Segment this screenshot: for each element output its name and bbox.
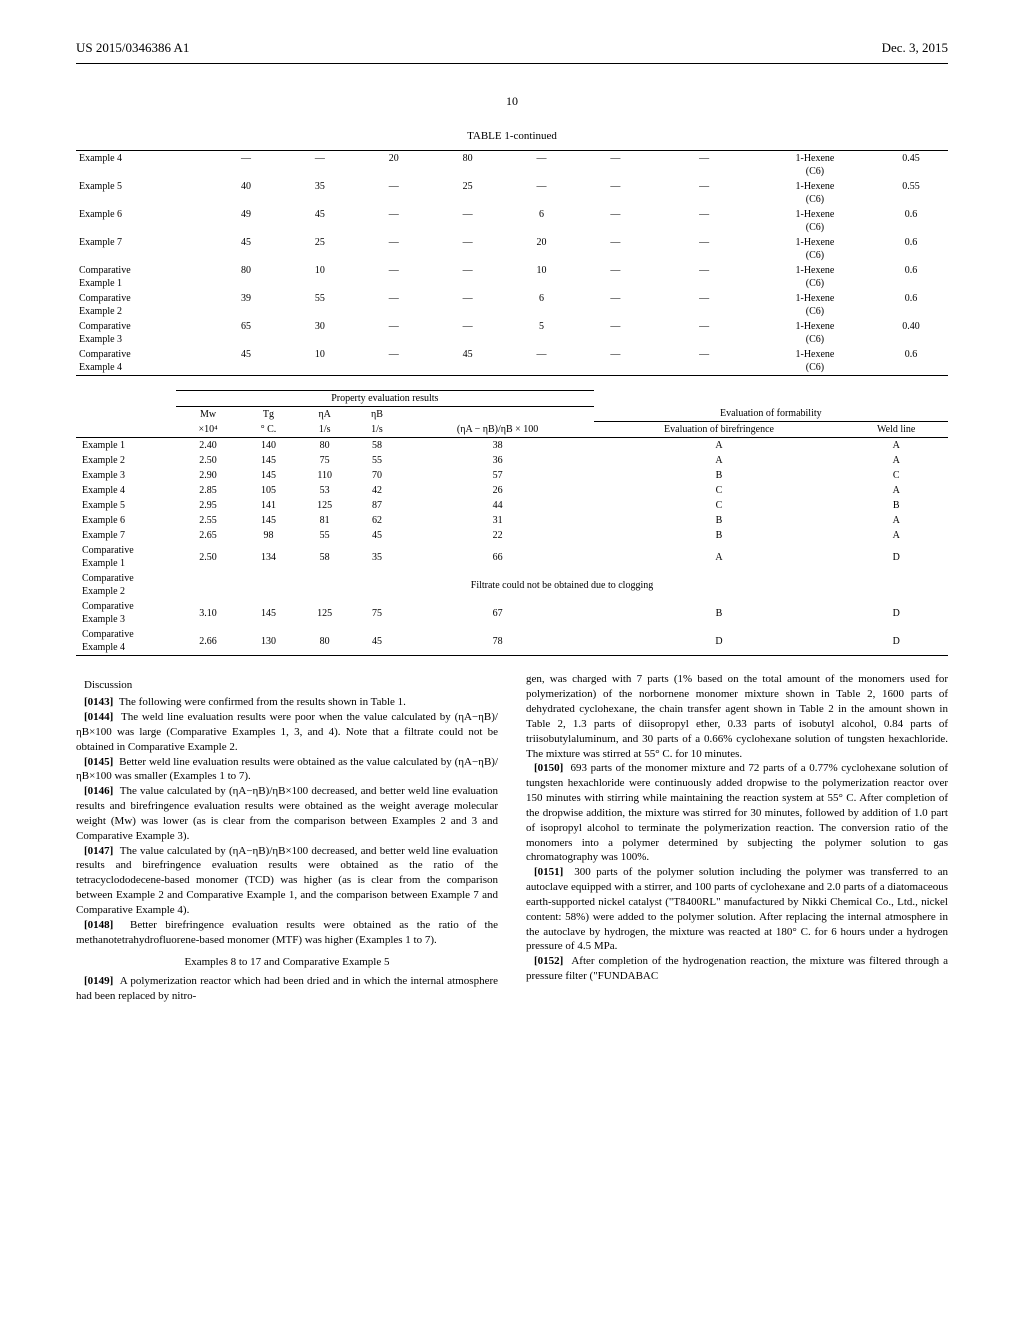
para-0146: [0146] The value calculated by (ηA−ηB)/η…	[76, 784, 498, 843]
para-0143: [0143] The following were confirmed from…	[76, 695, 498, 710]
header-rule	[76, 63, 948, 64]
table-row: ComparativeExample 23955——6——1-Hexene(C6…	[76, 291, 948, 319]
left-column: Discussion [0143] The following were con…	[76, 672, 498, 1004]
th-mw: Mw	[176, 406, 240, 422]
table-row: Example 22.50145755536AA	[76, 453, 948, 468]
table-row: Example 62.55145816231BA	[76, 513, 948, 528]
discussion-head: Discussion	[76, 678, 498, 693]
publication-date: Dec. 3, 2015	[882, 40, 948, 57]
page-number: 10	[76, 94, 948, 110]
para-0145: [0145] Better weld line evaluation resul…	[76, 755, 498, 785]
th-bir: Evaluation of birefringence	[594, 422, 845, 438]
para-0149-cont: gen, was charged with 7 parts (1% based …	[526, 672, 948, 761]
table-row: ComparativeExample 18010——10——1-Hexene(C…	[76, 263, 948, 291]
table-row: Example 54035—25———1-Hexene(C6)0.55	[76, 179, 948, 207]
table-row: ComparativeExample 36530——5——1-Hexene(C6…	[76, 319, 948, 347]
right-column: gen, was charged with 7 parts (1% based …	[526, 672, 948, 1004]
th-na-unit: 1/s	[297, 422, 353, 438]
th-tg: Tg	[240, 406, 297, 422]
th-na: ηA	[297, 406, 353, 422]
para-0147: [0147] The value calculated by (ηA−ηB)/η…	[76, 844, 498, 918]
para-0149: [0149] A polymerization reactor which ha…	[76, 974, 498, 1004]
para-0148: [0148] Better birefringence evaluation r…	[76, 918, 498, 948]
page-header: US 2015/0346386 A1 Dec. 3, 2015	[76, 40, 948, 57]
table-row: Example 42.85105534226CA	[76, 483, 948, 498]
body-columns: Discussion [0143] The following were con…	[76, 672, 948, 1004]
table-row: Example 12.40140805838AA	[76, 438, 948, 454]
examples-head: Examples 8 to 17 and Comparative Example…	[76, 955, 498, 970]
table-row: ComparativeExample 12.50134583566AD	[76, 543, 948, 571]
para-0151: [0151] 300 parts of the polymer solution…	[526, 865, 948, 954]
table2: Property evaluation results Mw Tg ηA ηB …	[76, 390, 948, 657]
th-tg-unit: ° C.	[240, 422, 297, 438]
table-row: ComparativeExample 44510—45———1-Hexene(C…	[76, 347, 948, 376]
table1: Example 4——2080———1-Hexene(C6)0.45Exampl…	[76, 150, 948, 376]
table-row: Example 52.951411258744CB	[76, 498, 948, 513]
th-mw-unit: ×10⁴	[176, 422, 240, 438]
th-weld: Weld line	[844, 422, 948, 438]
table1-caption: TABLE 1-continued	[76, 129, 948, 143]
para-0152: [0152] After completion of the hydrogena…	[526, 954, 948, 984]
table-row: Example 64945——6——1-Hexene(C6)0.6	[76, 207, 948, 235]
th-calc: (ηA − ηB)/ηB × 100	[402, 422, 594, 438]
para-0144: [0144] The weld line evaluation results …	[76, 710, 498, 755]
th-nb-unit: 1/s	[352, 422, 401, 438]
table-row: Example 4——2080———1-Hexene(C6)0.45	[76, 150, 948, 179]
table-row: ComparativeExample 2Filtrate could not b…	[76, 571, 948, 599]
th-nb: ηB	[352, 406, 401, 422]
publication-number: US 2015/0346386 A1	[76, 40, 189, 57]
para-0150: [0150] 693 parts of the monomer mixture …	[526, 761, 948, 865]
th-formability: Evaluation of formability	[594, 406, 948, 422]
table-row: Example 32.901451107057BC	[76, 468, 948, 483]
table-row: Example 74525——20——1-Hexene(C6)0.6	[76, 235, 948, 263]
table-row: ComparativeExample 42.66130804578DD	[76, 627, 948, 656]
table-row: Example 72.6598554522BA	[76, 528, 948, 543]
table2-section-label: Property evaluation results	[176, 390, 594, 406]
table-row: ComparativeExample 33.101451257567BD	[76, 599, 948, 627]
